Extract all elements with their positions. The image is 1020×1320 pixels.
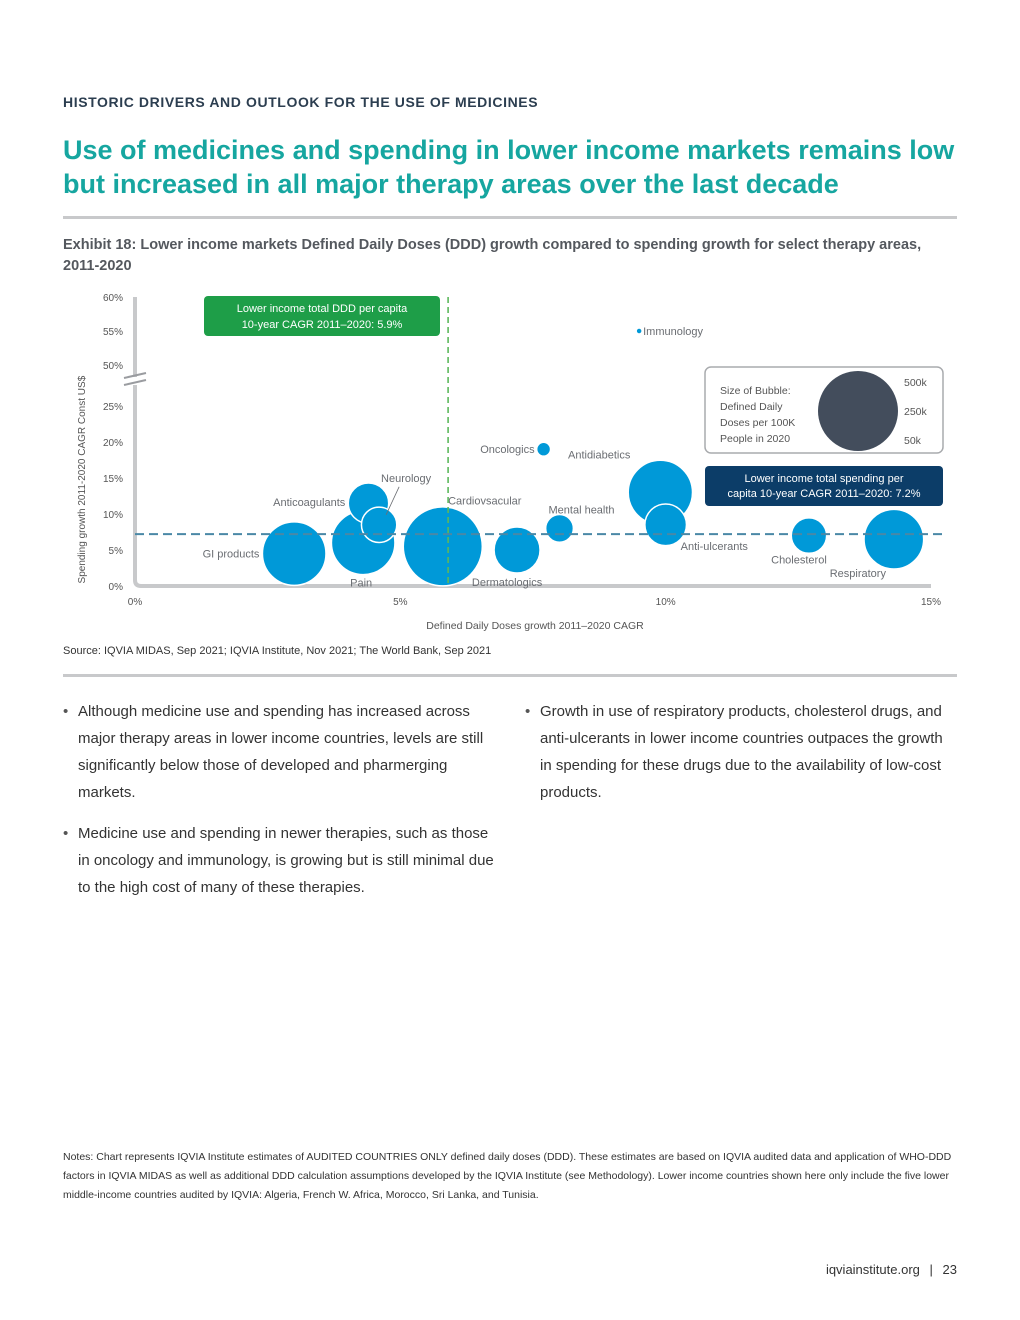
bubble-gi-products [261, 521, 327, 587]
divider [63, 674, 957, 677]
bubble-dermatologics [493, 526, 541, 574]
bubble-label: Respiratory [830, 568, 887, 580]
bubble-mental-health [544, 513, 575, 544]
neurology-leader-line [385, 486, 400, 515]
bubble-label: GI products [203, 549, 260, 561]
bubble-cardiovsacular [402, 506, 484, 587]
bubble-label: Cardiovsacular [448, 495, 522, 507]
bullet-item: Although medicine use and spending has i… [63, 698, 503, 806]
left-column: Although medicine use and spending has i… [63, 698, 503, 915]
bubble-oncologics [535, 441, 552, 457]
legend-size-label: 250k [904, 406, 928, 418]
y-tick-label: 0% [109, 582, 124, 593]
legend-title-line: Size of Bubble: [720, 385, 791, 397]
notes: Notes: Chart represents IQVIA Institute … [63, 1151, 952, 1201]
y-tick-label: 60% [103, 293, 123, 304]
spend-box-text-line: capita 10-year CAGR 2011–2020: 7.2% [727, 488, 920, 500]
legend-title-line: Doses per 100K [720, 417, 795, 429]
bubble-neurology [360, 506, 398, 544]
legend-size-bubble [818, 371, 898, 451]
ddd-box-bg [204, 296, 440, 336]
bullet-item: Growth in use of respiratory products, c… [525, 698, 955, 806]
y-tick-label: 10% [103, 510, 123, 521]
bubble-label: Antidiabetics [568, 449, 631, 461]
bubble-label: Anti-ulcerants [681, 541, 749, 553]
spend-reference-box: Lower income total spending per capita 10… [705, 466, 943, 506]
y-tick-label: 5% [109, 546, 124, 557]
x-axis-title: Defined Daily Doses growth 2011–2020 CAG… [426, 620, 644, 632]
bubble-respiratory [863, 508, 925, 570]
legend-size-label: 50k [904, 435, 922, 447]
legend-title-line: People in 2020 [720, 433, 790, 445]
page-number: 23 [942, 1262, 957, 1277]
exhibit-title: Exhibit 18: Lower income markets Defined… [63, 237, 922, 274]
bubble-label: Dermatologics [472, 577, 543, 589]
x-tick-label: 0% [128, 597, 143, 608]
bubble-size-legend: Size of Bubble: Defined Daily Doses per 10… [704, 366, 944, 454]
bubble-label: Neurology [381, 473, 432, 485]
bubble-label: Cholesterol [771, 554, 827, 566]
bubble-label: Pain [350, 578, 372, 590]
section-label: HISTORIC DRIVERS AND OUTLOOK FOR THE USE… [63, 94, 539, 110]
ddd-box-text-line: 10-year CAGR 2011–2020: 5.9% [242, 319, 403, 331]
y-tick-label: 15% [103, 474, 123, 485]
bubble-label: Mental health [549, 504, 615, 516]
footer: iqviainstitute.org | 23 [826, 1262, 957, 1277]
bubble-cholesterol [790, 517, 828, 555]
bubble-chart: 0% 5% 10% 15% 20% 25% 50% 55% 60% 0% 5% 10% 15% Defin… [77, 293, 945, 632]
y-axis-title: Spending growth 2011-2020 CAGR Const US$ [77, 375, 88, 583]
spend-box-text-line: Lower income total spending per [745, 473, 904, 485]
bubble-anti-ulcerants [644, 503, 688, 547]
x-tick-label: 15% [921, 597, 941, 608]
ddd-reference-box: Lower income total DDD per capita 10-year… [204, 296, 440, 336]
y-tick-label: 55% [103, 327, 123, 338]
site-link[interactable]: iqviainstitute.org [825, 1262, 920, 1277]
page-headline: Use of medicines and spending in lower i… [63, 135, 955, 199]
x-axis-line [133, 385, 931, 588]
divider [63, 216, 957, 219]
axis-break-mark [123, 372, 147, 379]
footer-separator: | [929, 1262, 933, 1277]
y-tick-label: 25% [103, 402, 123, 413]
x-tick-label: 5% [393, 597, 408, 608]
bubble-label: Oncologics [480, 444, 535, 456]
y-tick-label: 20% [103, 438, 123, 449]
legend-title-line: Defined Daily [720, 401, 783, 413]
x-tick-label: 10% [656, 597, 676, 608]
spend-box-bg [705, 466, 943, 506]
right-column: Growth in use of respiratory products, c… [525, 698, 955, 820]
ddd-box-text-line: Lower income total DDD per capita [237, 303, 408, 315]
bubble-immunology [635, 327, 643, 335]
legend-size-label: 500k [904, 377, 928, 389]
bubble-label: Immunology [643, 326, 703, 338]
bullet-item: Medicine use and spending in newer thera… [63, 820, 503, 901]
y-tick-label: 50% [103, 361, 123, 372]
bubble-label: Anticoagulants [273, 497, 346, 509]
source-note: Source: IQVIA MIDAS, Sep 2021; IQVIA Ins… [63, 645, 492, 657]
axis-break-mark [123, 379, 147, 386]
